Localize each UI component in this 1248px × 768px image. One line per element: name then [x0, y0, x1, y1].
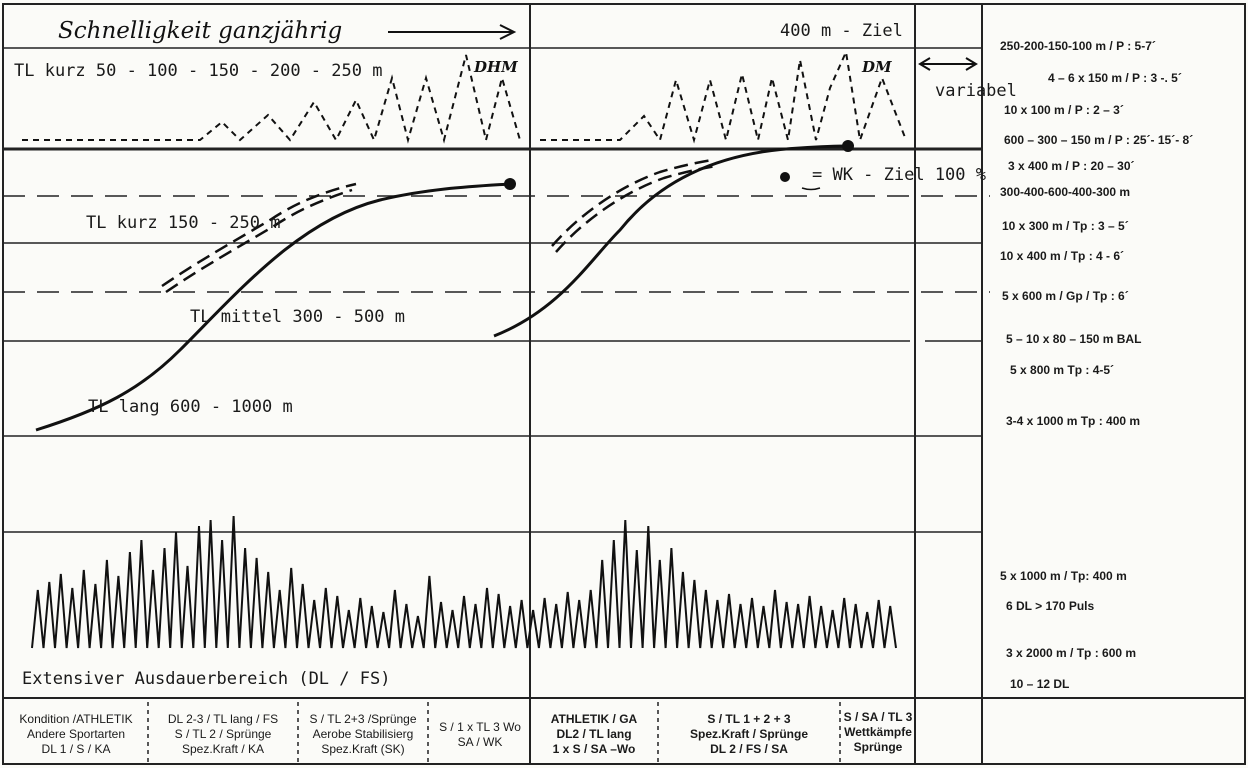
endurance-zigzag [31, 515, 897, 649]
label-dhm: DHM [473, 58, 518, 76]
label-tl-mittel: TL mittel 300 - 500 m [190, 307, 405, 327]
phase-7-line-2: Wettkämpfe [844, 725, 912, 739]
phase-3-line-2: Aerobe Stabilisierg [312, 727, 414, 741]
right-item-6: 300-400-600-400-300 m [1000, 185, 1130, 199]
phase-4: S / 1 x TL 3 Wo SA / WK [430, 700, 530, 768]
label-tl-lang: TL lang 600 - 1000 m [88, 397, 293, 417]
phase-1-line-2: Andere Sportarten [26, 727, 126, 741]
title-arrow-head [499, 24, 517, 40]
phase-7-line-3: Sprünge [853, 740, 903, 754]
phase-6: S / TL 1 + 2 + 3 Spez.Kraft / Sprünge DL… [660, 700, 838, 768]
phase-1: Kondition /ATHLETIK Andere Sportarten DL… [6, 700, 146, 768]
right-item-16: 10 – 12 DL [1010, 677, 1069, 691]
right-item-15: 3 x 2000 m / Tp : 600 m [1006, 646, 1136, 660]
right-column: 250-200-150-100 m / P : 5-7´ 4 – 6 x 150… [1000, 39, 1193, 691]
curve-right-main [493, 144, 851, 338]
curve-left-dashed [161, 182, 357, 288]
right-item-10: 5 – 10 x 80 – 150 m BAL [1006, 332, 1141, 346]
title-schnelligkeit: Schnelligkeit ganzjährig [58, 18, 342, 44]
right-item-2: 4 – 6 x 150 m / P : 3 -. 5´ [1048, 71, 1182, 85]
right-item-7: 10 x 300 m / Tp : 3 – 5´ [1002, 219, 1129, 233]
right-item-1: 250-200-150-100 m / P : 5-7´ [1000, 39, 1156, 53]
sprint-zigzag-right [540, 48, 907, 144]
phase-6-line-1: S / TL 1 + 2 + 3 [707, 712, 791, 726]
phase-3-line-3: Spez.Kraft (SK) [321, 742, 405, 756]
variabel-arrow-left [918, 57, 931, 71]
phase-5: ATHLETIK / GA DL2 / TL lang 1 x S / SA –… [532, 700, 656, 768]
phase-2-line-3: Spez.Kraft / KA [181, 742, 265, 756]
right-item-3: 10 x 100 m / P : 2 – 3´ [1004, 103, 1124, 117]
phase-5-line-2: DL2 / TL lang [556, 727, 632, 741]
label-tl-kurz: TL kurz 150 - 250 m [86, 213, 280, 233]
legend-tick [801, 187, 821, 191]
curve-left-main [35, 182, 511, 432]
right-item-13: 5 x 1000 m / Tp: 400 m [1000, 569, 1127, 583]
phase-4-line-1: S / 1 x TL 3 Wo [439, 720, 521, 734]
goal-dot-left [504, 178, 516, 190]
legend-dot [780, 172, 790, 182]
phase-2-line-2: S / TL 2 / Sprünge [174, 727, 272, 741]
phase-1-line-3: DL 1 / S / KA [41, 742, 111, 756]
phase-3-line-1: S / TL 2+3 /Sprünge [309, 712, 417, 726]
phase-separators [147, 702, 841, 764]
phase-2-line-1: DL 2-3 / TL lang / FS [167, 712, 279, 726]
phase-6-line-3: DL 2 / FS / SA [710, 742, 788, 756]
phase-7-line-1: S / SA / TL 3 [843, 710, 913, 724]
label-wk-ziel: = WK - Ziel 100 % [812, 165, 986, 185]
right-item-9: 5 x 600 m / Gp / Tp : 6´ [1002, 289, 1129, 303]
phase-7: S / SA / TL 3 Wettkämpfe Sprünge [842, 700, 914, 768]
phase-4-line-2: SA / WK [457, 735, 503, 749]
curve-left-dashed-2 [165, 188, 353, 294]
right-item-5: 3 x 400 m / P : 20 – 30´ [1008, 159, 1135, 173]
outer-frame [2, 3, 1246, 765]
phase-5-line-3: 1 x S / SA –Wo [552, 742, 636, 756]
label-tl-kurz-sprints: TL kurz 50 - 100 - 150 - 200 - 250 m [14, 61, 382, 81]
endurance-zigzag-path [31, 515, 897, 649]
phase-3: S / TL 2+3 /Sprünge Aerobe Stabilisierg … [300, 700, 426, 768]
goal-dot-right [842, 140, 854, 152]
phase-6-line-2: Spez.Kraft / Sprünge [689, 727, 808, 741]
label-extensiver: Extensiver Ausdauerbereich (DL / FS) [22, 669, 390, 689]
phase-1-line-1: Kondition /ATHLETIK [19, 712, 133, 726]
curve-right-dashed [551, 158, 713, 247]
variabel-arrow-right [965, 57, 978, 71]
right-item-4: 600 – 300 – 150 m / P : 25´- 15´- 8´ [1004, 133, 1193, 147]
right-item-8: 10 x 400 m / Tp : 4 - 6´ [1000, 249, 1124, 263]
right-item-14: 6 DL > 170 Puls [1006, 599, 1094, 613]
phase-2: DL 2-3 / TL lang / FS S / TL 2 / Sprünge… [150, 700, 296, 768]
sprint-zigzag-left [22, 54, 521, 144]
curve-right-dashed-2 [555, 164, 717, 253]
phase-5-line-1: ATHLETIK / GA [550, 712, 638, 726]
right-item-11: 5 x 800 m Tp : 4-5´ [1010, 363, 1114, 377]
right-item-12: 3-4 x 1000 m Tp : 400 m [1006, 414, 1140, 428]
label-dm: DM [861, 58, 892, 76]
label-variabel: variabel [935, 81, 1017, 101]
title-400m-ziel: 400 m - Ziel [780, 21, 903, 41]
